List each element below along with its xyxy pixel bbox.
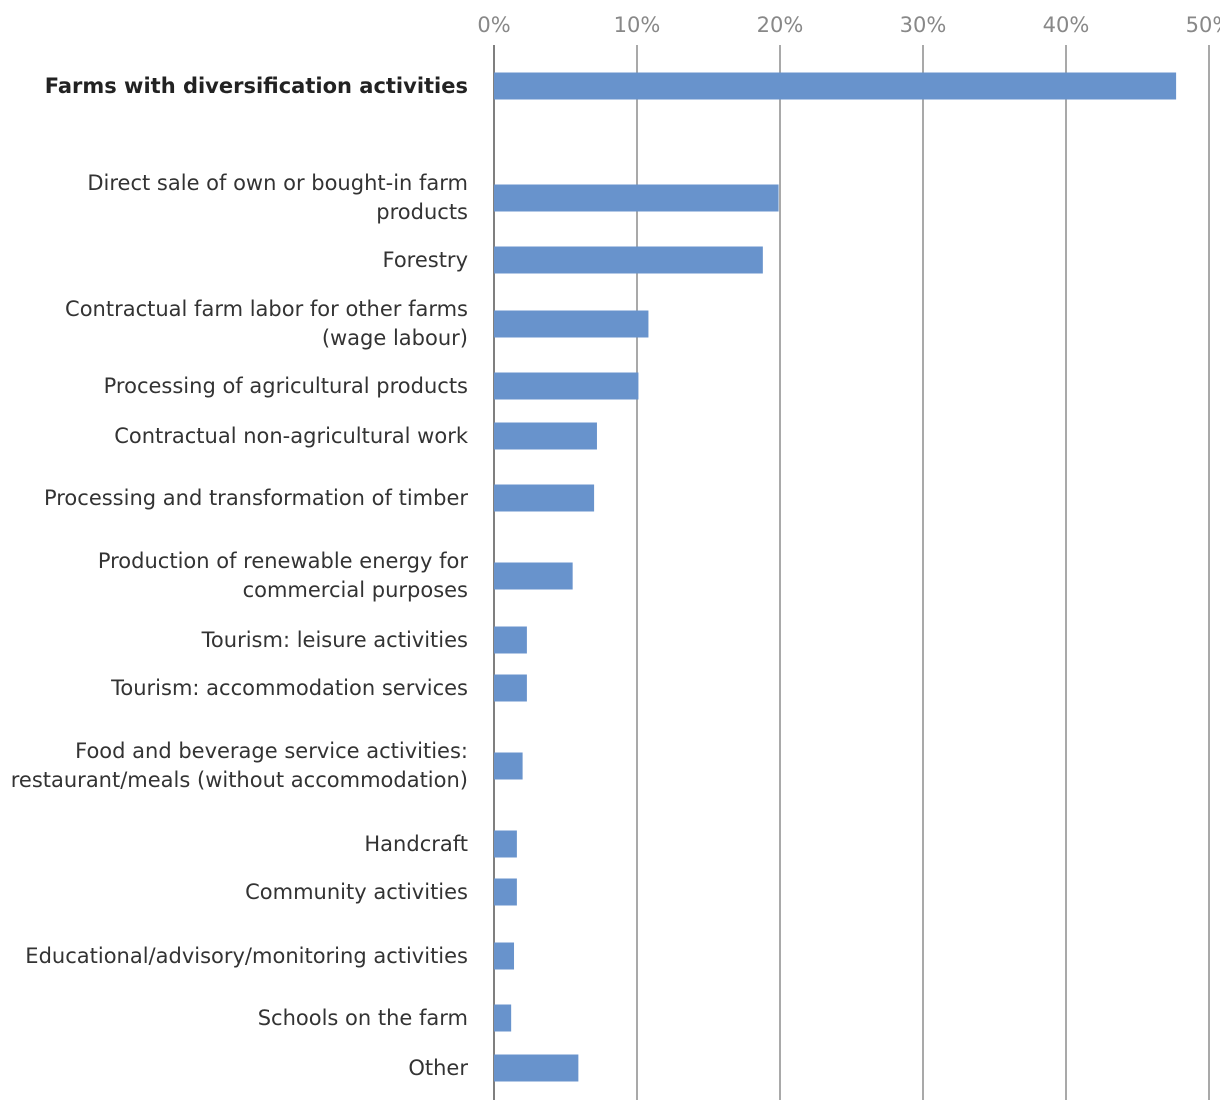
category-label: Tourism: leisure activities	[201, 627, 468, 652]
category-label: Contractual non-agricultural work	[114, 423, 468, 448]
category-label: Educational/advisory/monitoring activiti…	[25, 943, 468, 968]
bar	[494, 72, 1177, 100]
bar	[494, 752, 523, 780]
bar	[494, 372, 639, 400]
category-label: Community activities	[245, 879, 468, 904]
bar	[494, 422, 597, 450]
bar	[494, 562, 573, 590]
x-tick-label: 10%	[613, 13, 661, 37]
category-label: Farms with diversification activities	[44, 73, 468, 98]
category-label: Direct sale of own or bought-in farm pro…	[87, 171, 468, 224]
category-label: Production of renewable energy for comme…	[97, 549, 468, 602]
bar	[494, 246, 763, 274]
x-tick-label: 30%	[899, 13, 947, 37]
category-label: Tourism: accommodation services	[111, 675, 468, 700]
bar	[494, 878, 517, 906]
category-label: Schools on the farm	[257, 1005, 468, 1030]
x-tick-label: 50%	[1185, 13, 1220, 37]
category-label: Food and beverage service activities: re…	[10, 739, 468, 792]
category-label: Other	[408, 1055, 468, 1080]
category-label: Processing of agricultural products	[103, 373, 468, 398]
x-tick-label: 20%	[756, 13, 804, 37]
bar	[494, 484, 595, 512]
bar	[494, 1054, 579, 1082]
bar	[494, 1004, 512, 1032]
bar	[494, 310, 649, 338]
category-label: Handcraft	[364, 831, 468, 856]
category-label: Contractual farm labor for other farms (…	[65, 297, 468, 350]
bar	[494, 942, 515, 970]
category-label: Forestry	[382, 247, 468, 272]
bar	[494, 674, 527, 702]
bar	[494, 184, 779, 212]
x-tick-label: 40%	[1042, 13, 1090, 37]
bar	[494, 830, 517, 858]
category-label: Processing and transformation of timber	[43, 485, 468, 510]
bar	[494, 626, 527, 654]
x-tick-label: 0%	[477, 13, 511, 37]
